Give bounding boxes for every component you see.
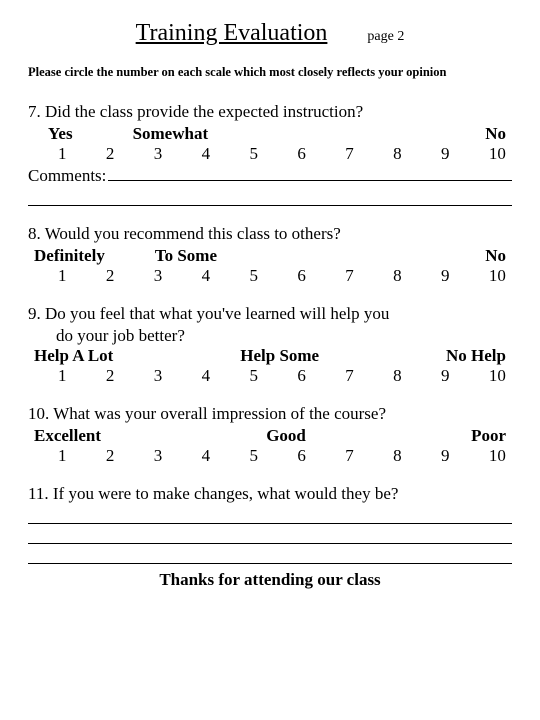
scale-num[interactable]: 1 — [58, 446, 67, 466]
q7-anchor-left: Yes — [48, 124, 73, 144]
scale-num[interactable]: 7 — [345, 144, 354, 164]
scale-num[interactable]: 10 — [489, 266, 506, 286]
q7-anchor-right: No — [485, 124, 506, 144]
page-number: page 2 — [367, 29, 404, 45]
write-line[interactable] — [28, 526, 512, 544]
scale-num[interactable]: 9 — [441, 266, 450, 286]
scale-num[interactable]: 2 — [106, 144, 115, 164]
scale-num[interactable]: 8 — [393, 446, 402, 466]
scale-num[interactable]: 5 — [250, 366, 259, 386]
scale-num[interactable]: 5 — [250, 446, 259, 466]
q9-scale[interactable]: 1 2 3 4 5 6 7 8 9 10 — [28, 366, 512, 386]
question-7: 7. Did the class provide the expected in… — [28, 102, 512, 206]
q10-anchors: Excellent Good Poor — [28, 426, 512, 446]
q10-scale[interactable]: 1 2 3 4 5 6 7 8 9 10 — [28, 446, 512, 466]
scale-num[interactable]: 1 — [58, 266, 67, 286]
write-line[interactable] — [28, 546, 512, 564]
scale-num[interactable]: 10 — [489, 366, 506, 386]
q10-anchor-mid: Good — [101, 426, 471, 446]
scale-num[interactable]: 3 — [154, 446, 163, 466]
q11-text: 11. If you were to make changes, what wo… — [28, 484, 512, 504]
scale-num[interactable]: 3 — [154, 266, 163, 286]
scale-num[interactable]: 4 — [202, 144, 211, 164]
write-line[interactable] — [28, 506, 512, 524]
q9-text: 9. Do you feel that what you've learned … — [28, 304, 512, 324]
scale-num[interactable]: 9 — [441, 446, 450, 466]
q8-anchor-right: No — [485, 246, 506, 266]
scale-num[interactable]: 3 — [154, 144, 163, 164]
q9-anchors: Help A Lot Help Some No Help — [28, 346, 512, 366]
scale-num[interactable]: 9 — [441, 144, 450, 164]
q7-text: 7. Did the class provide the expected in… — [28, 102, 512, 122]
question-10: 10. What was your overall impression of … — [28, 404, 512, 466]
question-8: 8. Would you recommend this class to oth… — [28, 224, 512, 286]
instruction-text: Please circle the number on each scale w… — [28, 65, 512, 80]
q8-scale[interactable]: 1 2 3 4 5 6 7 8 9 10 — [28, 266, 512, 286]
scale-num[interactable]: 8 — [393, 144, 402, 164]
scale-num[interactable]: 8 — [393, 366, 402, 386]
scale-num[interactable]: 6 — [297, 446, 306, 466]
scale-num[interactable]: 6 — [297, 266, 306, 286]
q10-anchor-left: Excellent — [34, 426, 101, 446]
q8-anchors: Definitely To Some No — [28, 246, 512, 266]
question-9: 9. Do you feel that what you've learned … — [28, 304, 512, 386]
scale-num[interactable]: 7 — [345, 446, 354, 466]
q8-anchor-mid: To Some — [105, 246, 485, 266]
q7-anchors: Yes Somewhat No — [28, 124, 512, 144]
scale-num[interactable]: 5 — [250, 266, 259, 286]
scale-num[interactable]: 9 — [441, 366, 450, 386]
q10-anchor-right: Poor — [471, 426, 506, 446]
q7-anchor-mid: Somewhat — [73, 124, 486, 144]
header: Training Evaluation page 2 — [28, 20, 512, 47]
scale-num[interactable]: 2 — [106, 266, 115, 286]
scale-num[interactable]: 4 — [202, 446, 211, 466]
scale-num[interactable]: 6 — [297, 144, 306, 164]
page-title: Training Evaluation — [136, 20, 328, 47]
scale-num[interactable]: 2 — [106, 446, 115, 466]
q8-anchor-left: Definitely — [34, 246, 105, 266]
q9-text2: do your job better? — [28, 326, 512, 346]
scale-num[interactable]: 10 — [489, 144, 506, 164]
comments-label: Comments: — [28, 166, 106, 186]
q8-text: 8. Would you recommend this class to oth… — [28, 224, 512, 244]
scale-num[interactable]: 10 — [489, 446, 506, 466]
q9-anchor-mid: Help Some — [113, 346, 446, 366]
scale-num[interactable]: 7 — [345, 266, 354, 286]
question-11: 11. If you were to make changes, what wo… — [28, 484, 512, 564]
scale-num[interactable]: 4 — [202, 366, 211, 386]
scale-num[interactable]: 3 — [154, 366, 163, 386]
q9-anchor-left: Help A Lot — [34, 346, 113, 366]
scale-num[interactable]: 2 — [106, 366, 115, 386]
q9-anchor-right: No Help — [446, 346, 506, 366]
scale-num[interactable]: 8 — [393, 266, 402, 286]
scale-num[interactable]: 5 — [250, 144, 259, 164]
scale-num[interactable]: 1 — [58, 144, 67, 164]
scale-num[interactable]: 1 — [58, 366, 67, 386]
scale-num[interactable]: 4 — [202, 266, 211, 286]
scale-num[interactable]: 7 — [345, 366, 354, 386]
q7-comments: Comments: — [28, 164, 512, 186]
thanks-text: Thanks for attending our class — [28, 570, 512, 590]
write-line[interactable] — [108, 164, 512, 181]
q7-scale[interactable]: 1 2 3 4 5 6 7 8 9 10 — [28, 144, 512, 164]
scale-num[interactable]: 6 — [297, 366, 306, 386]
q10-text: 10. What was your overall impression of … — [28, 404, 512, 424]
write-line[interactable] — [28, 188, 512, 206]
